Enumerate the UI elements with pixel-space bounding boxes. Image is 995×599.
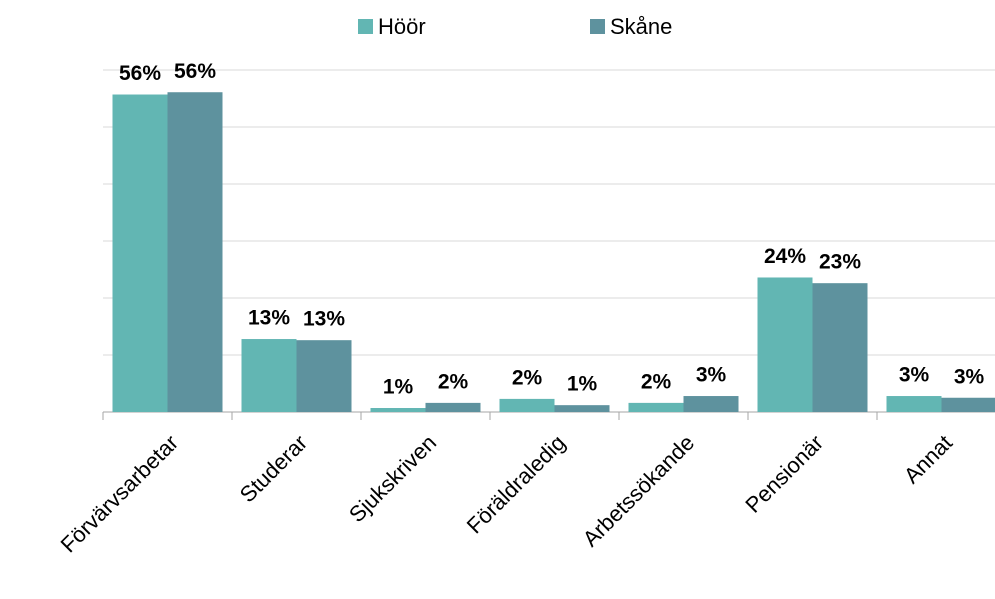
data-label: 1%	[567, 373, 598, 396]
bar	[628, 402, 684, 412]
bar	[554, 405, 610, 412]
x-tick-label: Annat	[899, 430, 957, 488]
bar	[112, 94, 168, 412]
bar	[886, 396, 942, 412]
bar	[370, 408, 426, 412]
legend-swatch	[358, 19, 373, 34]
x-tick-label: Föräldraledig	[462, 430, 570, 538]
bar	[757, 277, 813, 412]
data-label: 3%	[954, 365, 985, 388]
data-label: 3%	[696, 364, 727, 387]
data-label: 3%	[899, 364, 930, 387]
x-tick-label: Studerar	[235, 430, 312, 507]
bar	[241, 339, 297, 412]
data-label: 2%	[438, 370, 469, 393]
bar	[296, 340, 352, 412]
legend-label: Höör	[378, 14, 426, 39]
x-tick-label: Pensionär	[740, 430, 828, 518]
x-tick-label: Förvärvsarbetar	[56, 430, 183, 557]
bar	[167, 92, 223, 412]
data-label: 56%	[174, 60, 216, 83]
bar	[499, 398, 555, 412]
data-label: 24%	[764, 245, 806, 268]
data-label: 23%	[819, 251, 861, 274]
bar	[425, 402, 481, 412]
data-label: 2%	[641, 370, 672, 393]
data-label: 2%	[512, 366, 543, 389]
legend-swatch	[590, 19, 605, 34]
bar	[812, 283, 868, 412]
bar	[941, 397, 995, 412]
legend-label: Skåne	[610, 14, 672, 39]
data-label: 13%	[303, 308, 345, 331]
x-tick-label: Arbetssökande	[578, 430, 699, 551]
data-label: 1%	[383, 376, 414, 399]
data-label: 13%	[248, 307, 290, 330]
bar	[683, 396, 739, 412]
x-tick-label: Sjukskriven	[344, 430, 441, 527]
data-label: 56%	[119, 62, 161, 85]
